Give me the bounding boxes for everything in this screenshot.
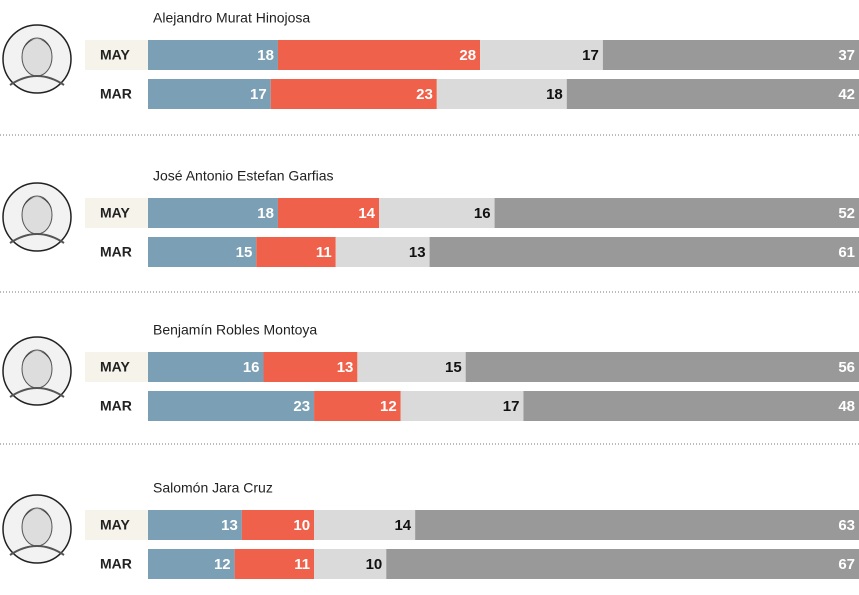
portrait	[3, 25, 71, 93]
value-label: 16	[474, 205, 491, 222]
value-label: 42	[838, 86, 855, 103]
value-label: 16	[243, 359, 260, 376]
value-label: 13	[337, 359, 354, 376]
category-label: MAR	[100, 244, 132, 260]
value-label: 67	[838, 556, 855, 573]
value-label: 52	[838, 205, 855, 222]
category-label: MAR	[100, 398, 132, 414]
value-label: 11	[316, 244, 332, 261]
portrait	[3, 337, 71, 405]
category-label: MAR	[100, 86, 132, 102]
value-label: 12	[380, 398, 397, 415]
candidate-name: José Antonio Estefan Garfias	[153, 168, 334, 184]
bar-segment	[495, 198, 859, 228]
value-label: 10	[366, 556, 383, 573]
bar-segment	[603, 40, 859, 70]
bar-segment	[466, 352, 859, 382]
candidate-name: Benjamín Robles Montoya	[153, 322, 317, 338]
value-label: 14	[394, 517, 411, 534]
value-label: 61	[838, 244, 855, 261]
category-label: MAY	[100, 359, 130, 375]
value-label: 15	[236, 244, 253, 261]
value-label: 13	[409, 244, 426, 261]
category-label: MAR	[100, 556, 132, 572]
value-label: 56	[838, 359, 855, 376]
candidate-name: Salomón Jara Cruz	[153, 480, 273, 496]
bar-segment	[386, 549, 859, 579]
chart: Alejandro Murat Hinojosa MAY 18 28 17 37 MAR 17…	[0, 0, 859, 595]
value-label: 48	[838, 398, 855, 415]
page: Alejandro Murat Hinojosa MAY 18 28 17 37 MAR 17…	[0, 0, 859, 595]
value-label: 37	[838, 47, 855, 64]
value-label: 18	[257, 47, 274, 64]
value-label: 18	[257, 205, 274, 222]
bar-segment	[278, 40, 480, 70]
bar-segment	[567, 79, 859, 109]
value-label: 12	[214, 556, 231, 573]
bar-segment	[415, 510, 859, 540]
value-label: 63	[838, 517, 855, 534]
value-label: 17	[503, 398, 520, 415]
portrait	[3, 183, 71, 251]
value-label: 15	[445, 359, 462, 376]
value-label: 23	[416, 86, 433, 103]
value-label: 13	[221, 517, 238, 534]
value-label: 18	[546, 86, 563, 103]
category-label: MAY	[100, 205, 130, 221]
value-label: 17	[582, 47, 599, 64]
bar-segment	[271, 79, 437, 109]
bar-segment	[148, 391, 314, 421]
value-label: 11	[294, 556, 310, 573]
bar-segment	[430, 237, 859, 267]
category-label: MAY	[100, 47, 130, 63]
value-label: 23	[293, 398, 310, 415]
value-label: 14	[358, 205, 375, 222]
portrait	[3, 495, 71, 563]
value-label: 10	[293, 517, 310, 534]
category-label: MAY	[100, 517, 130, 533]
bar-segment	[523, 391, 859, 421]
candidate-name: Alejandro Murat Hinojosa	[153, 10, 310, 26]
value-label: 17	[250, 86, 267, 103]
value-label: 28	[459, 47, 476, 64]
